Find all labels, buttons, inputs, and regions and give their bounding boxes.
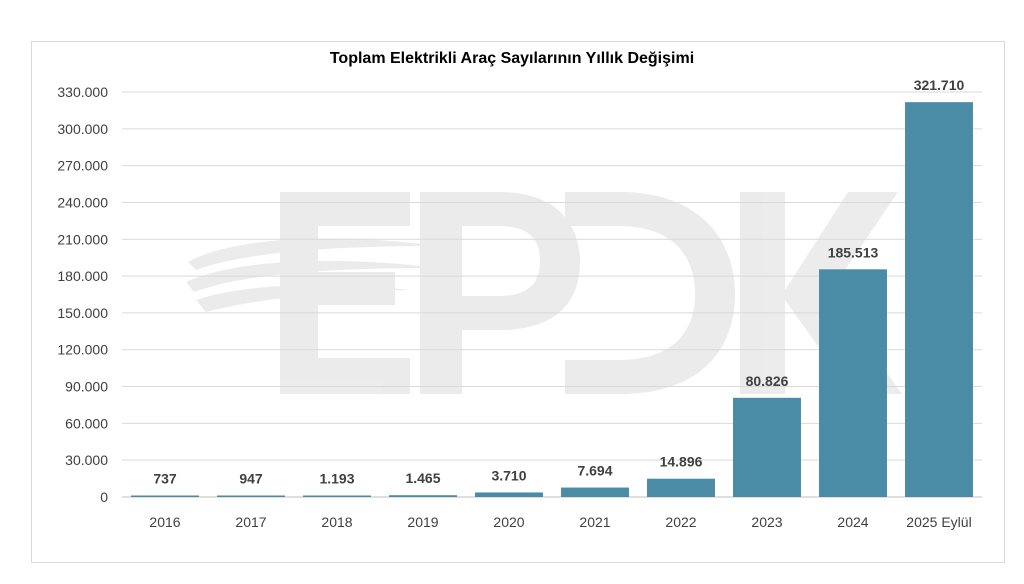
x-tick-label: 2016 (149, 514, 180, 530)
x-tick-label: 2017 (235, 514, 266, 530)
bar (475, 492, 543, 497)
y-tick-label: 30.000 (65, 452, 108, 468)
y-tick-label: 120.000 (57, 342, 108, 358)
y-tick-label: 210.000 (57, 231, 108, 247)
y-tick-label: 0 (100, 489, 108, 505)
bar (647, 478, 715, 497)
bar (389, 495, 457, 497)
y-tick-label: 60.000 (65, 415, 108, 431)
bar (819, 269, 887, 497)
y-tick-label: 300.000 (57, 121, 108, 137)
x-tick-label: 2021 (579, 514, 610, 530)
bar (905, 102, 973, 498)
data-label: 80.826 (746, 373, 789, 389)
y-tick-label: 270.000 (57, 158, 108, 174)
x-tick-label: 2022 (665, 514, 696, 530)
bar (561, 487, 629, 497)
x-tick-label: 2020 (493, 514, 524, 530)
x-tick-label: 2018 (321, 514, 352, 530)
data-label: 3.710 (491, 467, 526, 483)
data-label: 947 (239, 471, 263, 487)
y-tick-label: 330.000 (57, 84, 108, 100)
y-tick-label: 150.000 (57, 305, 108, 321)
bar (131, 495, 199, 497)
x-tick-label: 2023 (751, 514, 782, 530)
x-tick-label: 2024 (837, 514, 868, 530)
data-label: 14.896 (660, 454, 703, 470)
data-label: 321.710 (914, 77, 965, 93)
bar (303, 495, 371, 497)
data-label: 1.193 (319, 471, 354, 487)
y-tick-label: 180.000 (57, 268, 108, 284)
chart-title: Toplam Elektrikli Araç Sayılarının Yıllı… (329, 50, 695, 67)
bar (217, 495, 285, 497)
x-tick-label: 2025 Eylül (906, 514, 971, 530)
data-label: 1.465 (405, 470, 440, 486)
epdk-watermark-logo (186, 192, 902, 394)
data-label: 185.513 (828, 244, 879, 260)
data-label: 737 (153, 471, 177, 487)
data-label: 7.694 (577, 463, 612, 479)
x-tick-label: 2019 (407, 514, 438, 530)
y-tick-label: 240.000 (57, 194, 108, 210)
y-tick-label: 90.000 (65, 379, 108, 395)
bar (733, 397, 801, 497)
